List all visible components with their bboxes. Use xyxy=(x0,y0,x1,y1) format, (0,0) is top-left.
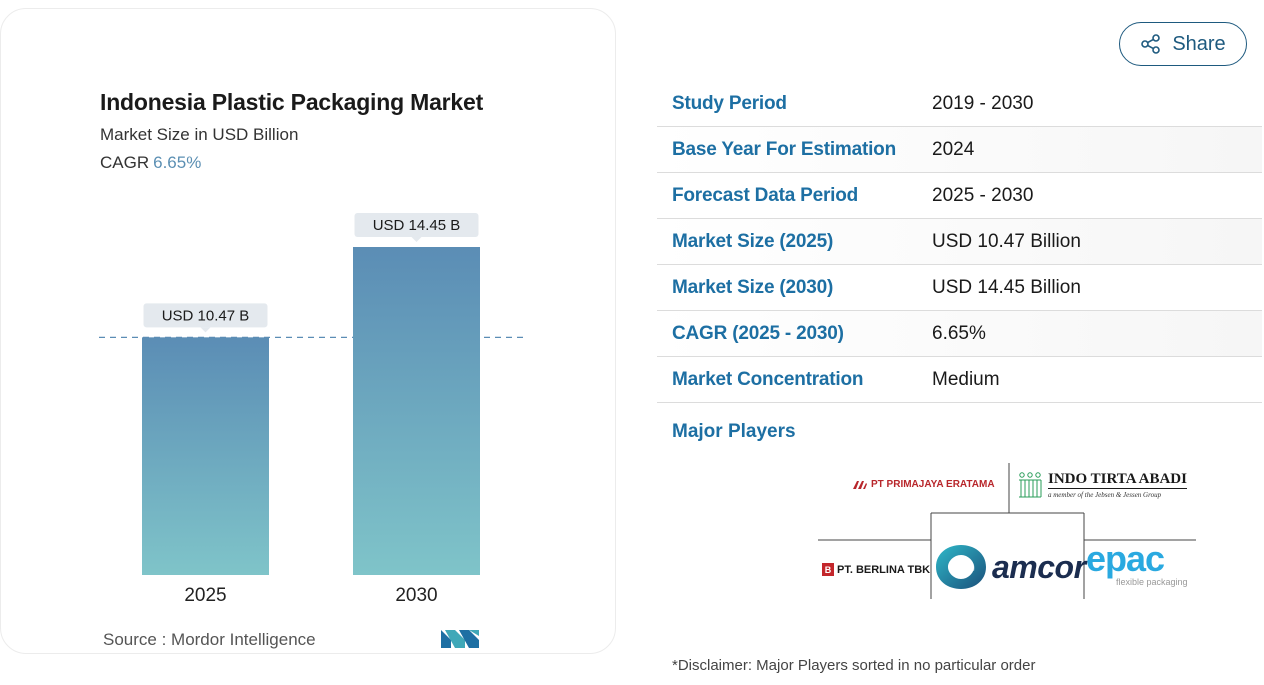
info-label: Base Year For Estimation xyxy=(672,138,896,160)
data-label: USD 14.45 B xyxy=(373,217,461,234)
logo-amcor: amcor xyxy=(934,543,1086,591)
indo-tirta-sub: a member of the Jebsen & Jessen Group xyxy=(1048,491,1162,499)
share-label: Share xyxy=(1172,32,1226,55)
mordor-logo-icon xyxy=(441,630,479,648)
major-players-heading: Major Players xyxy=(672,421,796,442)
chart-subtitle: Market Size in USD Billion xyxy=(100,125,299,144)
amcor-mark-icon xyxy=(936,545,986,589)
info-row-study-period: Study Period 2019 - 2030 xyxy=(657,81,1262,127)
logo-berlina: B PT. BERLINA TBK xyxy=(822,563,930,576)
category-label: 2025 xyxy=(184,585,226,606)
data-label-pointer xyxy=(200,327,211,333)
berlina-mark-icon: B xyxy=(822,563,834,576)
info-value: 6.65% xyxy=(932,322,986,344)
logo-indo-tirta: INDO TIRTA ABADI a member of the Jebsen … xyxy=(1018,471,1187,499)
info-value: USD 14.45 Billion xyxy=(932,276,1081,298)
info-value: USD 10.47 Billion xyxy=(932,230,1081,252)
info-label: CAGR (2025 - 2030) xyxy=(672,322,844,344)
primajaya-name: PT PRIMAJAYA ERATAMA xyxy=(871,479,995,490)
amcor-name: amcor xyxy=(992,548,1086,585)
share-button[interactable]: Share xyxy=(1119,22,1247,66)
info-value: 2024 xyxy=(932,138,975,160)
info-row-forecast-period: Forecast Data Period 2025 - 2030 xyxy=(657,173,1262,219)
svg-text:B: B xyxy=(825,565,832,575)
data-label-bg xyxy=(143,303,268,328)
primajaya-mark-icon xyxy=(853,480,867,489)
berlina-name: PT. BERLINA TBK xyxy=(837,563,931,576)
info-value: 2019 - 2030 xyxy=(932,92,1034,114)
disclaimer: *Disclaimer: Major Players sorted in no … xyxy=(672,657,1036,674)
epac-name: epac xyxy=(1086,538,1165,579)
category-label: 2030 xyxy=(395,585,437,606)
data-label-pointer xyxy=(411,237,422,242)
data-label: USD 10.47 B xyxy=(162,307,250,324)
info-row-cagr: CAGR (2025 - 2030) 6.65% xyxy=(657,311,1262,357)
logo-grid-lines xyxy=(818,463,1196,599)
source-text: Source : Mordor Intelligence xyxy=(103,630,316,649)
major-players-logos: PT PRIMAJAYA ERATAMA INDO TIRTA ABADI a … xyxy=(818,463,1198,599)
info-row-market-size-2025: Market Size (2025) USD 10.47 Billion xyxy=(657,219,1262,265)
info-label: Forecast Data Period xyxy=(672,184,859,206)
info-row-market-size-2030: Market Size (2030) USD 14.45 Billion xyxy=(657,265,1262,311)
bar-chart: USD 10.47 B 2025 USD 14.45 B 2030 xyxy=(99,213,525,606)
logo-primajaya: PT PRIMAJAYA ERATAMA xyxy=(852,479,995,490)
epac-sub: flexible packaging xyxy=(1116,577,1188,587)
data-label-bg xyxy=(354,213,479,237)
cagr-value: 6.65% xyxy=(153,153,202,172)
info-label: Market Size (2025) xyxy=(672,230,834,252)
info-value: 2025 - 2030 xyxy=(932,184,1034,206)
bar-2025 xyxy=(142,337,269,575)
indo-tirta-mark-icon xyxy=(1019,472,1042,498)
chart-card: Indonesia Plastic Packaging Market Marke… xyxy=(0,8,616,654)
indo-tirta-name: INDO TIRTA ABADI xyxy=(1048,471,1187,489)
info-label: Study Period xyxy=(672,92,787,114)
logo-epac: epac flexible packaging xyxy=(1086,538,1188,588)
chart-title: Indonesia Plastic Packaging Market xyxy=(100,89,484,115)
info-label: Market Size (2030) xyxy=(672,276,834,298)
info-table: Study Period 2019 - 2030 Base Year For E… xyxy=(657,81,1262,403)
info-row-base-year: Base Year For Estimation 2024 xyxy=(657,127,1262,173)
cagr-line: CAGR 6.65% xyxy=(100,153,201,173)
info-value: Medium xyxy=(932,368,1000,390)
info-label: Market Concentration xyxy=(672,368,864,390)
cagr-label: CAGR xyxy=(100,153,150,172)
share-icon xyxy=(1141,34,1161,54)
info-row-market-concentration: Market Concentration Medium xyxy=(657,357,1262,403)
bar-2030 xyxy=(353,247,480,575)
